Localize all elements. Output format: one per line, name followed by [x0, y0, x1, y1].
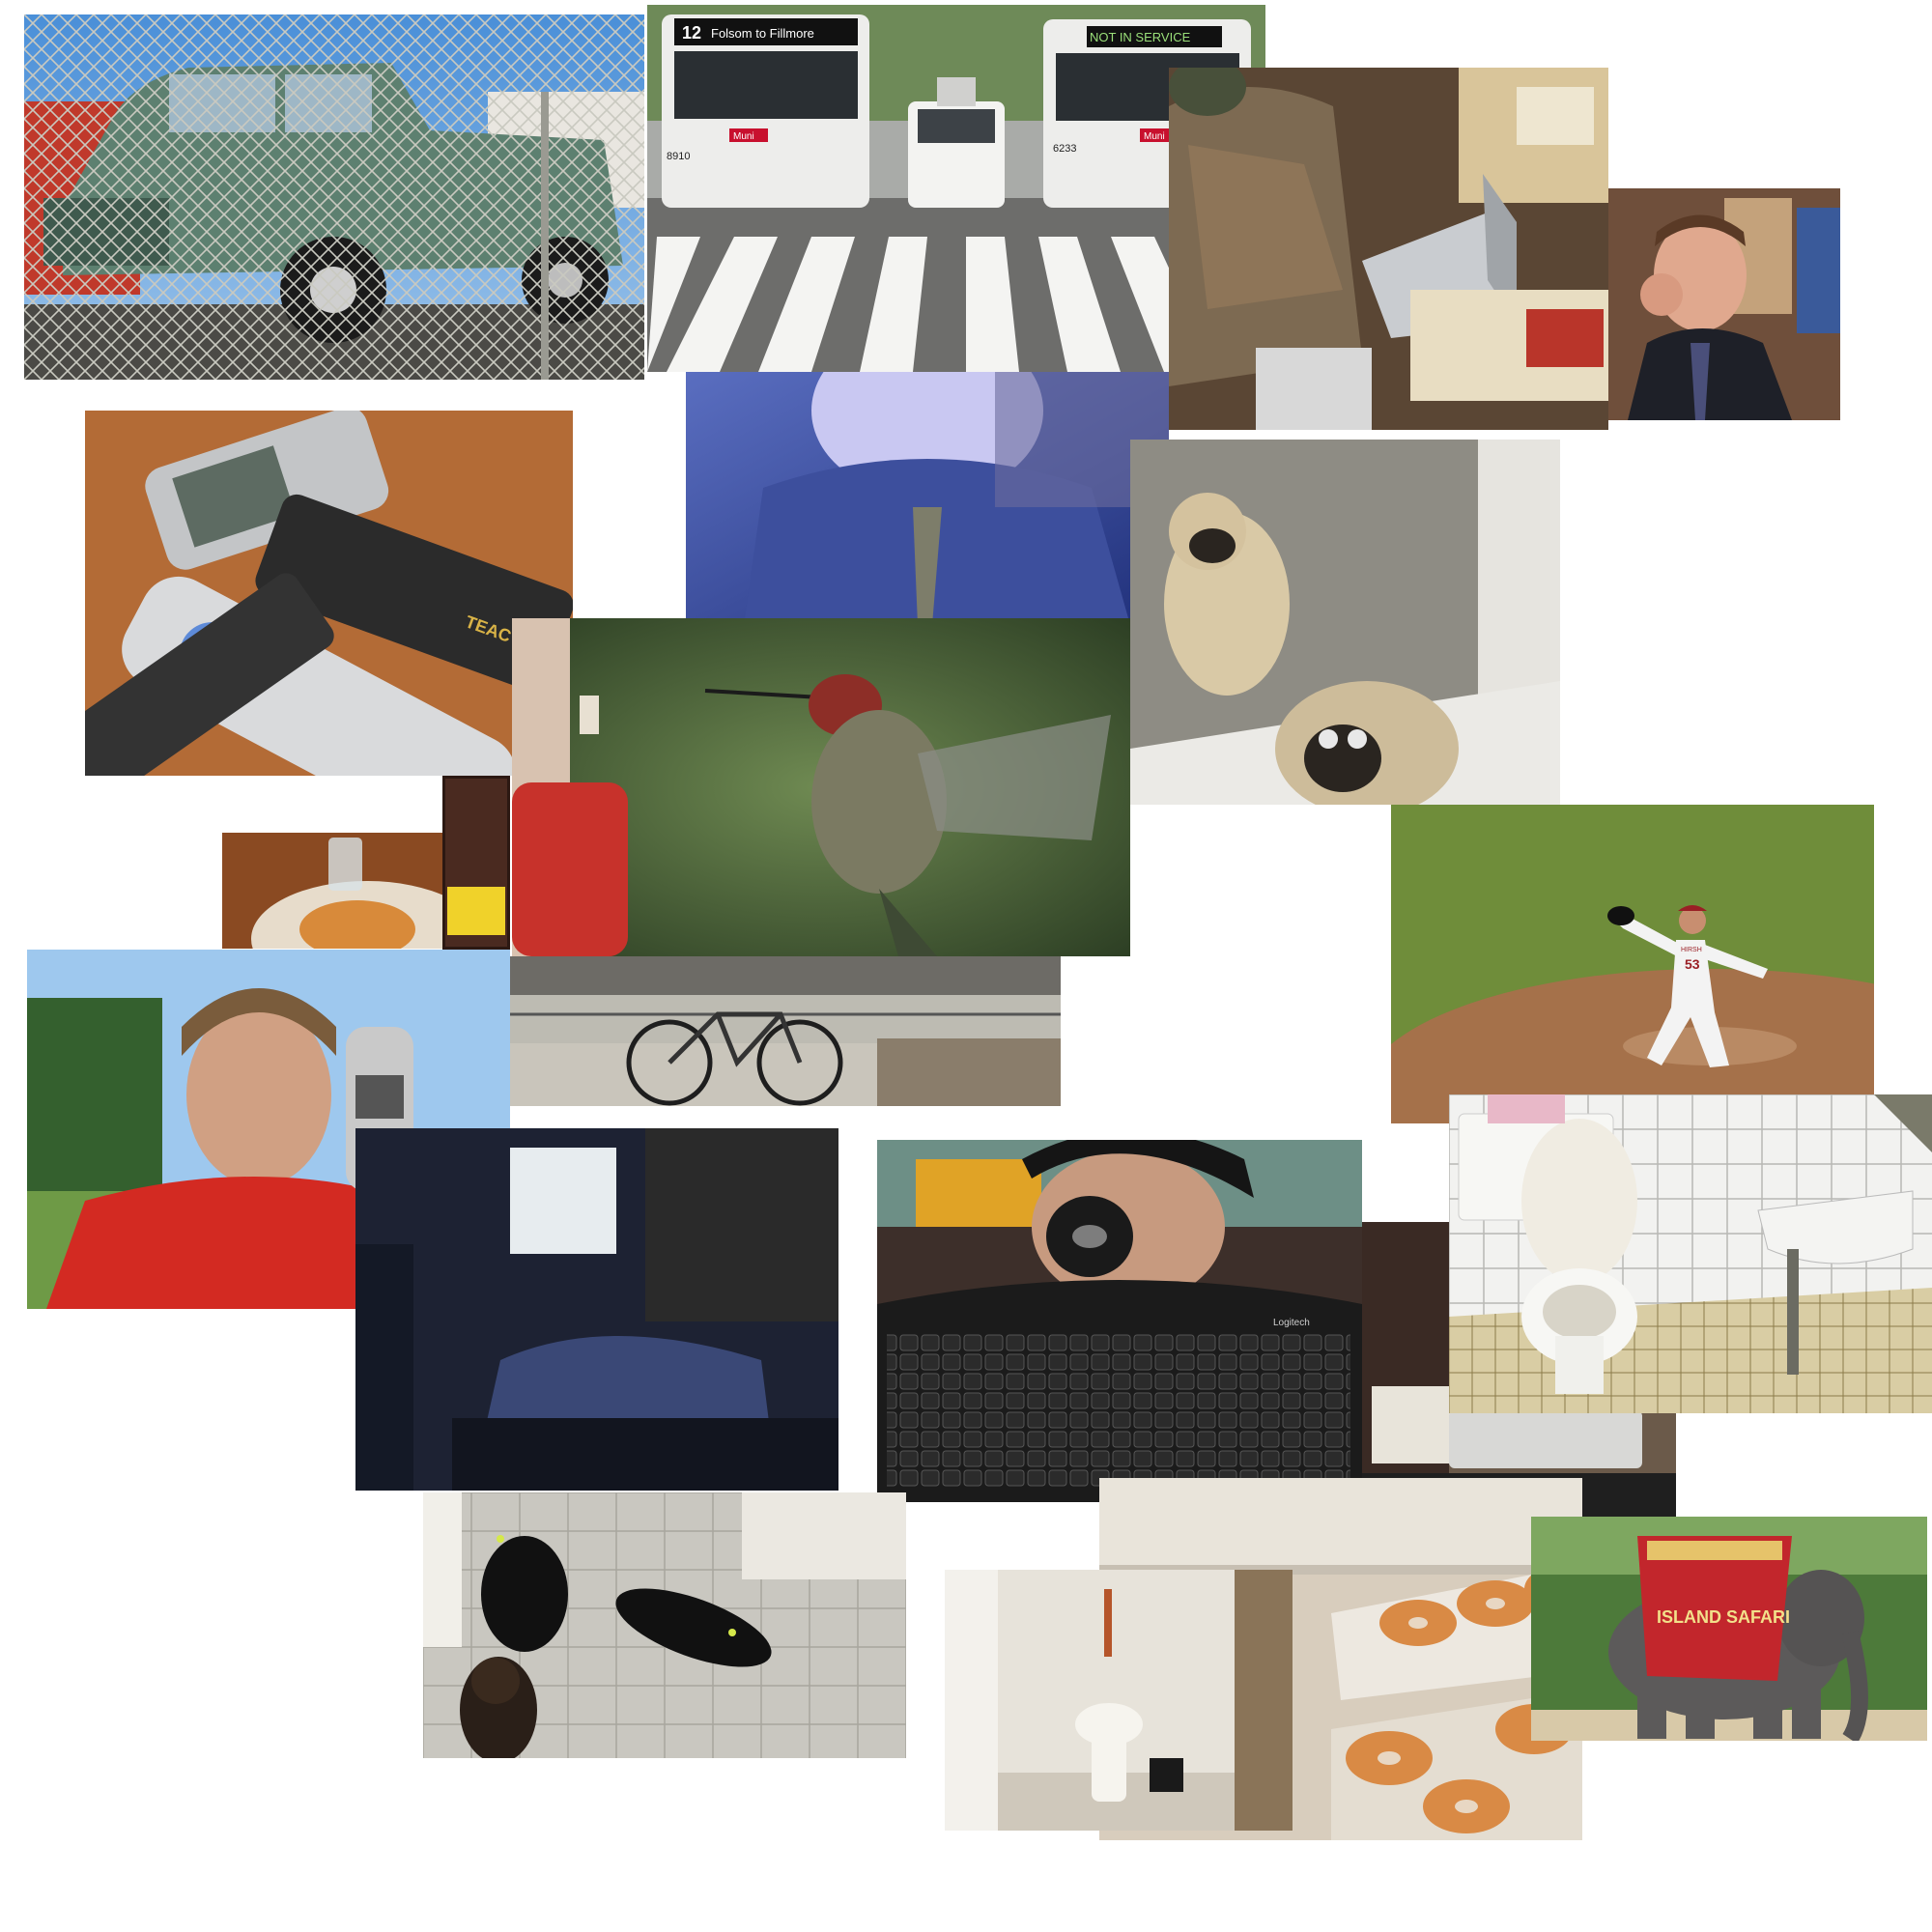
photo-dark-bedroom: [355, 1128, 838, 1491]
bus-number-left: 8910: [667, 151, 690, 162]
photo-truck-behind-fence: [24, 14, 644, 380]
photo-tiled-bathroom: [1449, 1094, 1932, 1413]
bus-route-number: 12: [682, 23, 701, 43]
muni-logo-right: Muni: [1144, 131, 1165, 142]
bus-not-in-service-sign: NOT IN SERVICE: [1090, 30, 1191, 44]
muni-logo-left: Muni: [733, 131, 754, 142]
jersey-number: 53: [1685, 956, 1700, 972]
photo-container-sign: [442, 776, 510, 950]
keyboard-brand: Logitech: [1273, 1318, 1310, 1328]
bus-number-right: 6233: [1053, 143, 1076, 155]
photo-hummingbird: [512, 618, 1130, 956]
photo-toilet-stall: [945, 1570, 1293, 1831]
photo-elephant-safari: ISLAND SAFARI: [1531, 1517, 1927, 1741]
elephant-banner-text: ISLAND SAFARI: [1657, 1607, 1790, 1627]
photo-man-with-keyboard: Logitech: [877, 1140, 1362, 1502]
photo-donuts-display: [1099, 1478, 1582, 1840]
photo-man-in-suit: [1608, 188, 1840, 420]
jersey-name: HIRSH: [1681, 947, 1702, 953]
photo-black-cats: [423, 1492, 906, 1758]
photo-pugs: [1130, 440, 1560, 805]
photo-laptop-couch: [1169, 68, 1608, 430]
photo-man-blue-tint: [686, 372, 1169, 625]
photo-food-plate: [222, 833, 442, 949]
photo-bicycle: [510, 956, 1061, 1106]
photo-baseball-pitcher: 53 HIRSH: [1391, 805, 1874, 1123]
bus-destination-sign: Folsom to Fillmore: [711, 26, 814, 41]
photo-remote-controls: TEAC: [85, 411, 573, 776]
